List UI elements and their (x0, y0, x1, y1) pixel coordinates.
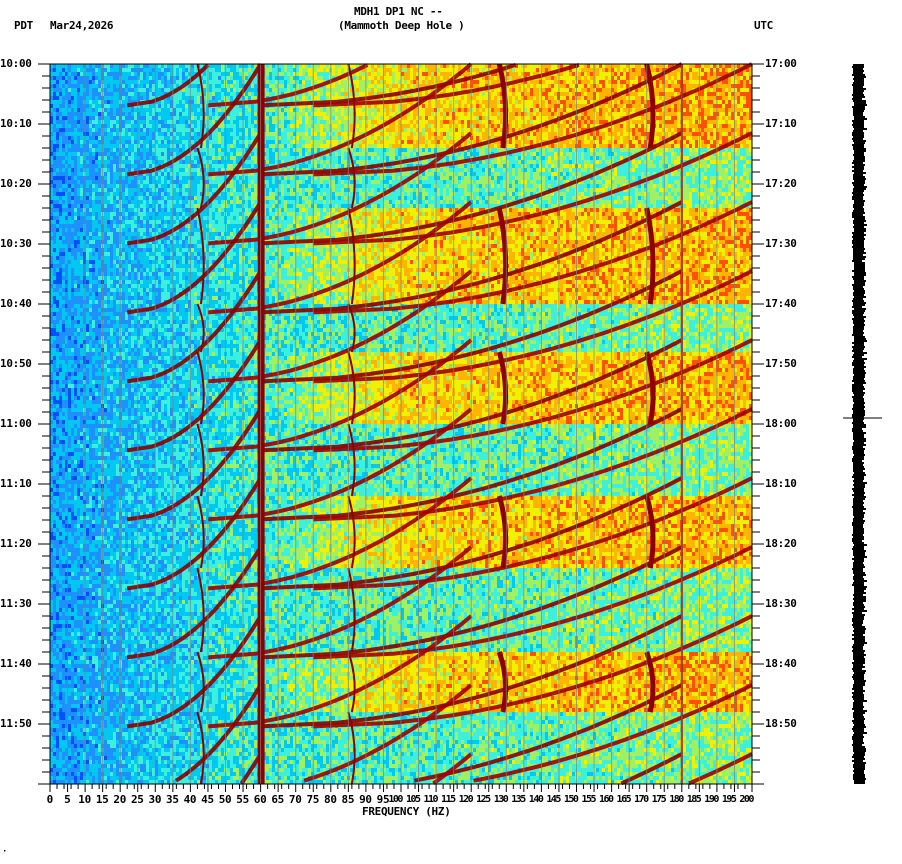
x-axis-title: FREQUENCY (HZ) (362, 806, 451, 818)
x-tick-label: 35 (166, 794, 179, 806)
x-tick-label: 115 (441, 794, 455, 806)
x-tick-label: 180 (669, 794, 683, 806)
x-tick-label: 160 (599, 794, 613, 806)
y-tick-label-left: 11:20 (0, 538, 32, 550)
x-tick-label: 195 (722, 794, 736, 806)
footer-mark: · (2, 846, 7, 858)
x-tick-label: 135 (511, 794, 525, 806)
y-tick-label-right: 18:10 (765, 478, 797, 490)
y-tick-label-left: 10:00 (0, 58, 32, 70)
x-tick-label: 60 (254, 794, 267, 806)
y-tick-label-right: 17:20 (765, 178, 797, 190)
y-tick-label-right: 18:30 (765, 598, 797, 610)
x-tick-label: 5 (64, 794, 70, 806)
x-tick-label: 30 (149, 794, 162, 806)
x-tick-label: 170 (634, 794, 648, 806)
y-tick-label-right: 18:00 (765, 418, 797, 430)
y-tick-label-right: 18:50 (765, 718, 797, 730)
x-tick-label: 100 (388, 794, 402, 806)
x-tick-label: 200 (739, 794, 753, 806)
x-tick-label: 70 (289, 794, 302, 806)
x-tick-label: 45 (201, 794, 214, 806)
x-tick-label: 95 (377, 794, 390, 806)
date-label: Mar24,2026 (50, 20, 113, 32)
y-tick-label-left: 11:00 (0, 418, 32, 430)
y-tick-label-left: 10:50 (0, 358, 32, 370)
y-tick-label-right: 17:00 (765, 58, 797, 70)
y-tick-label-right: 17:10 (765, 118, 797, 130)
x-tick-label: 185 (687, 794, 701, 806)
x-tick-label: 75 (306, 794, 319, 806)
y-tick-label-left: 10:40 (0, 298, 32, 310)
y-tick-label-left: 10:10 (0, 118, 32, 130)
x-tick-label: 55 (236, 794, 249, 806)
x-tick-label: 65 (271, 794, 284, 806)
x-tick-label: 0 (47, 794, 53, 806)
x-tick-label: 25 (131, 794, 144, 806)
x-tick-label: 150 (564, 794, 578, 806)
x-tick-label: 120 (459, 794, 473, 806)
y-tick-label-left: 11:10 (0, 478, 32, 490)
y-tick-label-right: 18:20 (765, 538, 797, 550)
x-tick-label: 15 (96, 794, 109, 806)
x-tick-label: 125 (476, 794, 490, 806)
y-tick-label-left: 11:30 (0, 598, 32, 610)
y-tick-label-right: 17:50 (765, 358, 797, 370)
x-tick-label: 20 (113, 794, 126, 806)
x-tick-label: 105 (406, 794, 420, 806)
right-timezone-label: UTC (754, 20, 773, 32)
x-tick-label: 130 (494, 794, 508, 806)
y-tick-label-right: 18:40 (765, 658, 797, 670)
station-title: MDH1 DP1 NC -- (354, 6, 443, 18)
x-tick-label: 110 (424, 794, 438, 806)
left-timezone-label: PDT (14, 20, 33, 32)
x-tick-label: 85 (342, 794, 355, 806)
y-tick-label-left: 11:40 (0, 658, 32, 670)
x-tick-label: 50 (219, 794, 232, 806)
x-tick-label: 40 (184, 794, 197, 806)
x-tick-label: 165 (617, 794, 631, 806)
y-tick-label-left: 10:30 (0, 238, 32, 250)
x-tick-label: 175 (652, 794, 666, 806)
x-tick-label: 10 (78, 794, 91, 806)
y-tick-label-left: 11:50 (0, 718, 32, 730)
y-tick-label-right: 17:40 (765, 298, 797, 310)
x-tick-label: 145 (546, 794, 560, 806)
x-tick-label: 155 (581, 794, 595, 806)
seismogram-trace (843, 64, 882, 784)
x-tick-label: 80 (324, 794, 337, 806)
site-name: (Mammoth Deep Hole ) (338, 20, 464, 32)
y-tick-label-left: 10:20 (0, 178, 32, 190)
spectrogram-heatmap (50, 64, 752, 784)
y-tick-label-right: 17:30 (765, 238, 797, 250)
x-tick-label: 140 (529, 794, 543, 806)
x-tick-label: 190 (704, 794, 718, 806)
x-tick-label: 90 (359, 794, 372, 806)
